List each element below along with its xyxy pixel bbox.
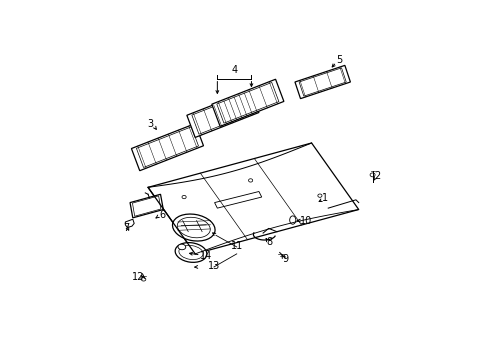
Polygon shape: [214, 192, 261, 208]
Text: 14: 14: [199, 251, 211, 261]
Text: 2: 2: [373, 171, 380, 181]
Text: 13: 13: [207, 261, 220, 271]
Text: 7: 7: [123, 222, 129, 233]
Text: 6: 6: [160, 210, 165, 220]
Ellipse shape: [175, 243, 206, 262]
Polygon shape: [148, 143, 358, 254]
Polygon shape: [130, 194, 163, 218]
Polygon shape: [186, 90, 259, 138]
Ellipse shape: [178, 244, 185, 250]
Polygon shape: [294, 66, 350, 99]
Ellipse shape: [172, 214, 215, 241]
Text: 10: 10: [299, 216, 311, 226]
Polygon shape: [211, 79, 284, 126]
Text: 11: 11: [230, 240, 243, 251]
Text: 12: 12: [132, 272, 144, 282]
Text: 9: 9: [282, 254, 288, 264]
Text: 1: 1: [321, 193, 327, 203]
Ellipse shape: [289, 216, 295, 224]
Ellipse shape: [369, 173, 374, 177]
Ellipse shape: [141, 278, 145, 281]
Polygon shape: [131, 123, 203, 171]
Text: 8: 8: [266, 237, 272, 247]
Text: 3: 3: [147, 119, 154, 129]
Text: 5: 5: [336, 55, 342, 65]
Text: 4: 4: [231, 66, 237, 75]
Polygon shape: [125, 219, 134, 228]
